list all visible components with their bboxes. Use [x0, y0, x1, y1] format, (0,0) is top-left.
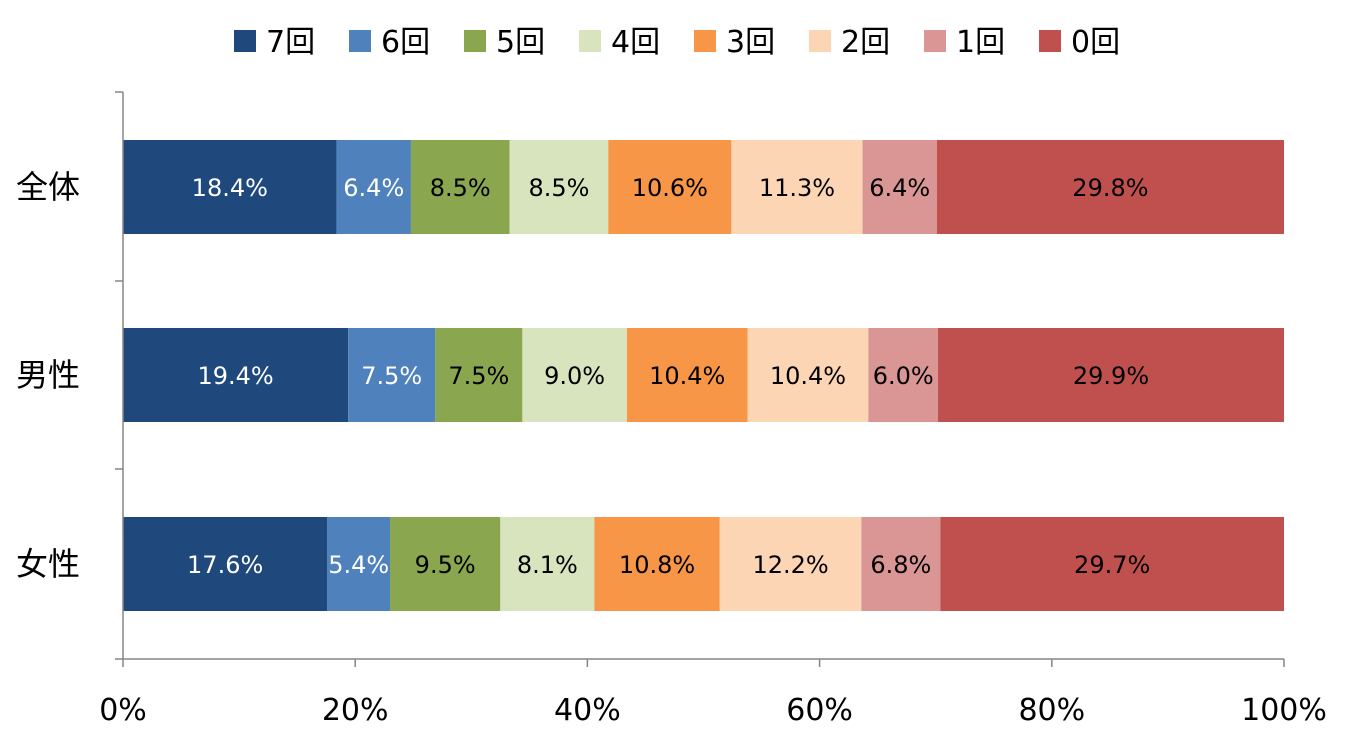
legend: 7回 6回 5回 4回 3回 2回 1回 0回: [234, 25, 1120, 60]
legend-item: 6回: [349, 25, 430, 60]
data-label: 10.8%: [619, 551, 695, 579]
legend-swatch: [809, 30, 831, 52]
x-tick-label: 40%: [554, 693, 621, 728]
data-label: 5.4%: [328, 551, 389, 579]
bar-row: 17.6% 5.4% 9.5% 8.1% 10.8% 12.2% 6.8% 29.7% 女性: [16, 517, 1284, 611]
legend-swatch: [579, 30, 601, 52]
bar-segment: [868, 328, 939, 422]
data-label: 6.0%: [873, 362, 934, 390]
legend-label: 6回: [381, 25, 430, 60]
legend-swatch: [464, 30, 486, 52]
legend-label: 1回: [956, 25, 1005, 60]
x-tick-label: 60%: [786, 693, 853, 728]
data-label: 19.4%: [197, 362, 273, 390]
bar-segment: [327, 517, 391, 611]
data-label: 6.4%: [343, 174, 404, 202]
category-label: 女性: [16, 545, 80, 583]
bar-row: 19.4% 7.5% 7.5% 9.0% 10.4% 10.4% 6.0% 29.9% 男性: [16, 328, 1284, 422]
data-label: 29.7%: [1074, 551, 1150, 579]
bar-segment: [594, 517, 720, 611]
data-label: 17.6%: [187, 551, 263, 579]
data-label: 29.8%: [1072, 174, 1148, 202]
bar-segment: [936, 140, 1284, 234]
bar-segment: [435, 328, 523, 422]
legend-item: 3回: [694, 25, 775, 60]
legend-item: 4回: [579, 25, 660, 60]
legend-swatch: [694, 30, 716, 52]
bar-row: 18.4% 6.4% 8.5% 8.5% 10.6% 11.3% 6.4% 29.8% 全体: [16, 140, 1284, 234]
bar-segment: [522, 328, 627, 422]
legend-item: 7回: [234, 25, 315, 60]
legend-label: 0回: [1071, 25, 1120, 60]
bar-segment: [500, 517, 595, 611]
data-label: 9.5%: [415, 551, 476, 579]
data-label: 10.6%: [632, 174, 708, 202]
bar-segment: [747, 328, 869, 422]
bars: 18.4% 6.4% 8.5% 8.5% 10.6% 11.3% 6.4% 29.8% 全体 19…: [16, 140, 1284, 611]
bar-segment: [938, 328, 1284, 422]
x-tick-label: 100%: [1241, 693, 1327, 728]
bar-segment: [336, 140, 411, 234]
bar-segment: [731, 140, 863, 234]
legend-label: 3回: [726, 25, 775, 60]
data-label: 8.5%: [430, 174, 491, 202]
data-label: 10.4%: [649, 362, 725, 390]
bar-segment: [123, 328, 349, 422]
legend-swatch: [234, 30, 256, 52]
x-tick-label: 80%: [1018, 693, 1085, 728]
legend-swatch: [1039, 30, 1061, 52]
legend-item: 0回: [1039, 25, 1120, 60]
x-tick-label: 0%: [99, 693, 147, 728]
data-label: 8.5%: [528, 174, 589, 202]
data-label: 12.2%: [752, 551, 828, 579]
legend-label: 2回: [841, 25, 890, 60]
bar-segment: [626, 328, 748, 422]
data-label: 6.4%: [869, 174, 930, 202]
data-label: 8.1%: [517, 551, 578, 579]
legend-swatch: [349, 30, 371, 52]
bar-segment: [123, 517, 328, 611]
legend-item: 1回: [924, 25, 1005, 60]
bar-segment: [862, 140, 937, 234]
legend-label: 4回: [611, 25, 660, 60]
data-label: 11.3%: [759, 174, 835, 202]
category-label: 男性: [16, 356, 80, 394]
data-label: 18.4%: [192, 174, 268, 202]
x-tick-label: 20%: [322, 693, 389, 728]
legend-label: 5回: [496, 25, 545, 60]
category-label: 全体: [16, 168, 80, 206]
bar-segment: [940, 517, 1284, 611]
data-label: 6.8%: [870, 551, 931, 579]
legend-item: 5回: [464, 25, 545, 60]
legend-item: 2回: [809, 25, 890, 60]
legend-swatch: [924, 30, 946, 52]
data-label: 7.5%: [448, 362, 509, 390]
legend-label: 7回: [266, 25, 315, 60]
bar-segment: [719, 517, 862, 611]
data-label: 7.5%: [361, 362, 422, 390]
axes: 0% 20% 40% 60% 80% 100%: [99, 91, 1327, 728]
data-label: 29.9%: [1073, 362, 1149, 390]
data-label: 9.0%: [544, 362, 605, 390]
bar-segment: [410, 140, 510, 234]
bar-segment: [123, 140, 337, 234]
data-label: 10.4%: [770, 362, 846, 390]
bar-segment: [348, 328, 436, 422]
bar-segment: [390, 517, 501, 611]
bar-segment: [608, 140, 732, 234]
bar-segment: [509, 140, 609, 234]
bar-segment: [861, 517, 941, 611]
